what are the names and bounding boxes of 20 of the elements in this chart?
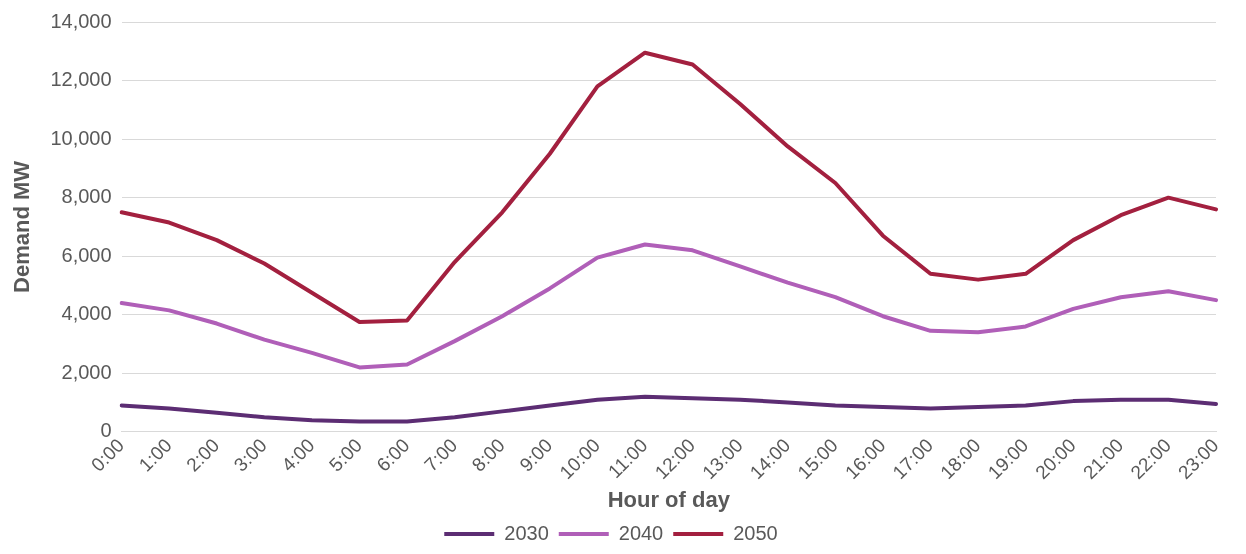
y-tick-label: 6,000 <box>61 243 112 266</box>
y-axis-title: Demand MW <box>9 160 35 293</box>
y-tick-label: 10,000 <box>50 126 112 149</box>
x-axis-title: Hour of day <box>607 486 731 512</box>
legend-label: 2050 <box>733 521 778 544</box>
x-tick-label: 7:00 <box>420 434 462 476</box>
x-tick-label: 3:00 <box>229 434 271 476</box>
x-tick-label: 9:00 <box>515 434 557 476</box>
y-tick-label: 2,000 <box>61 360 112 383</box>
x-tick-label: 4:00 <box>277 434 319 476</box>
y-tick-label: 8,000 <box>61 185 112 208</box>
legend-label: 2030 <box>504 521 549 544</box>
y-tick-label: 4,000 <box>61 302 112 325</box>
legend-label: 2040 <box>618 521 664 544</box>
x-tick-label: 6:00 <box>372 434 414 476</box>
x-tick-label: 8:00 <box>467 434 509 476</box>
y-tick-label: 0 <box>100 419 112 442</box>
y-tick-label: 12,000 <box>50 68 112 91</box>
y-tick-label: 14,000 <box>50 9 112 32</box>
x-tick-label: 5:00 <box>325 434 367 476</box>
